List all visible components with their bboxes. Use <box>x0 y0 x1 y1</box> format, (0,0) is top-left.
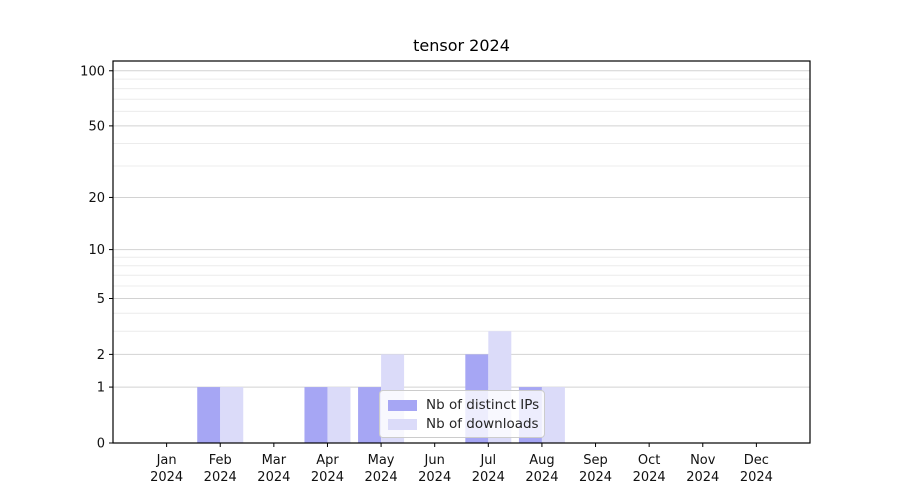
y-tick-label: 10 <box>88 243 105 258</box>
x-tick-label-year: 2024 <box>633 470 666 485</box>
x-tick-label-year: 2024 <box>740 470 773 485</box>
legend-item-downloads: Nb of downloads <box>388 416 539 432</box>
x-tick-label-month: Mar <box>262 453 287 468</box>
legend-item-distinct-ips: Nb of distinct IPs <box>388 397 540 413</box>
x-tick-label-year: 2024 <box>204 470 237 485</box>
x-tick-label-month: Dec <box>744 453 769 468</box>
bar-distinct-ips-feb <box>197 387 221 443</box>
legend-swatch-downloads <box>388 418 417 430</box>
legend-label-distinct-ips: Nb of distinct IPs <box>426 397 540 413</box>
y-tick-label: 2 <box>97 348 105 363</box>
legend: Nb of distinct IPs Nb of downloads <box>379 390 545 438</box>
x-tick-label-year: 2024 <box>472 470 505 485</box>
x-tick-label-month: Sep <box>583 453 608 468</box>
x-tick-label-month: Feb <box>209 453 232 468</box>
y-tick-label: 20 <box>88 191 105 206</box>
legend-label-downloads: Nb of downloads <box>426 416 539 432</box>
x-tick-label-month: Aug <box>529 453 554 468</box>
bar-downloads-apr <box>327 387 351 443</box>
x-tick-label-year: 2024 <box>579 470 612 485</box>
x-tick-label-month: Jun <box>424 453 445 468</box>
y-tick-label: 50 <box>88 119 105 134</box>
x-tick-label-month: Jul <box>479 453 496 468</box>
bar-distinct-ips-may <box>358 387 382 443</box>
plot-border <box>112 60 811 444</box>
legend-swatch-distinct-ips <box>388 399 417 411</box>
y-tick-label: 0 <box>97 437 105 452</box>
bar-downloads-feb <box>220 387 244 443</box>
y-tick-label: 5 <box>97 292 105 307</box>
y-tick-label: 100 <box>80 64 105 79</box>
x-tick-label-month: Jan <box>156 453 177 468</box>
x-tick-label-year: 2024 <box>150 470 183 485</box>
x-tick-label-year: 2024 <box>686 470 719 485</box>
x-tick-label-year: 2024 <box>418 470 451 485</box>
x-tick-label-month: Nov <box>690 453 716 468</box>
x-tick-label-year: 2024 <box>525 470 558 485</box>
x-tick-label-year: 2024 <box>257 470 290 485</box>
x-tick-label-month: Oct <box>638 453 660 468</box>
bar-downloads-aug <box>541 387 565 443</box>
bar-distinct-ips-apr <box>304 387 328 443</box>
chart-title: tensor 2024 <box>413 36 510 55</box>
x-tick-label-month: May <box>368 453 395 468</box>
x-tick-label-year: 2024 <box>365 470 398 485</box>
x-tick-label-month: Apr <box>316 453 339 468</box>
y-tick-label: 1 <box>97 381 105 396</box>
x-tick-label-year: 2024 <box>311 470 344 485</box>
